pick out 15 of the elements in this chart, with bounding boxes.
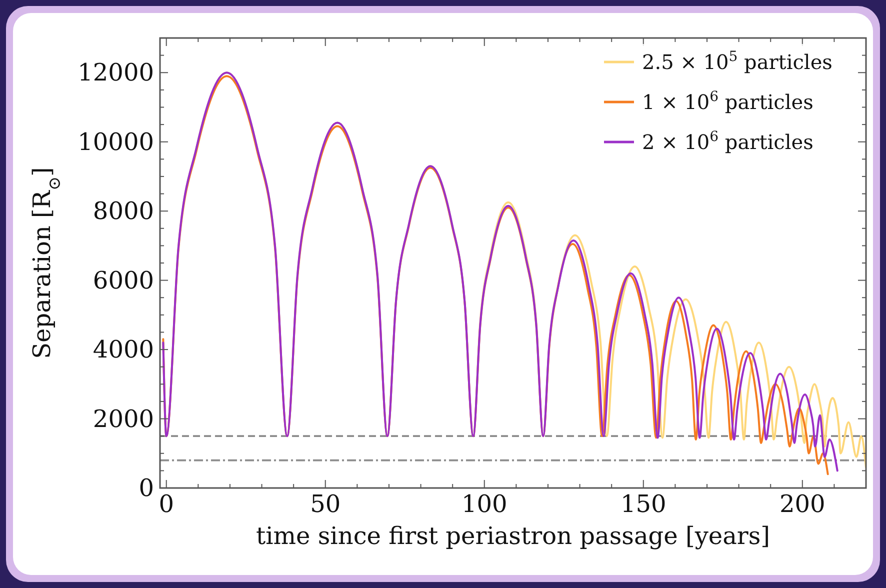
- x-tick-label: 150: [620, 490, 666, 518]
- y-tick-label: 2000: [92, 404, 154, 433]
- y-tick-label: 4000: [92, 336, 154, 364]
- legend-label: 2 × 10$^{6}$ particles: [642, 129, 814, 154]
- y-tick-label: 6000: [92, 266, 154, 294]
- x-tick-label: 0: [158, 490, 174, 518]
- y-tick-label: 8000: [92, 197, 154, 226]
- x-tick-label: 200: [779, 490, 826, 518]
- legend-label: 2.5 × 10$^{5}$ particles: [642, 49, 832, 74]
- x-tick-label: 100: [461, 490, 508, 518]
- x-axis-title: time since first periastron passage [years]: [256, 522, 770, 550]
- y-tick-label: 10000: [78, 128, 154, 156]
- legend-label: 1 × 10$^{6}$ particles: [642, 89, 814, 114]
- y-tick-label: 12000: [78, 58, 154, 87]
- x-tick-label: 50: [310, 490, 341, 518]
